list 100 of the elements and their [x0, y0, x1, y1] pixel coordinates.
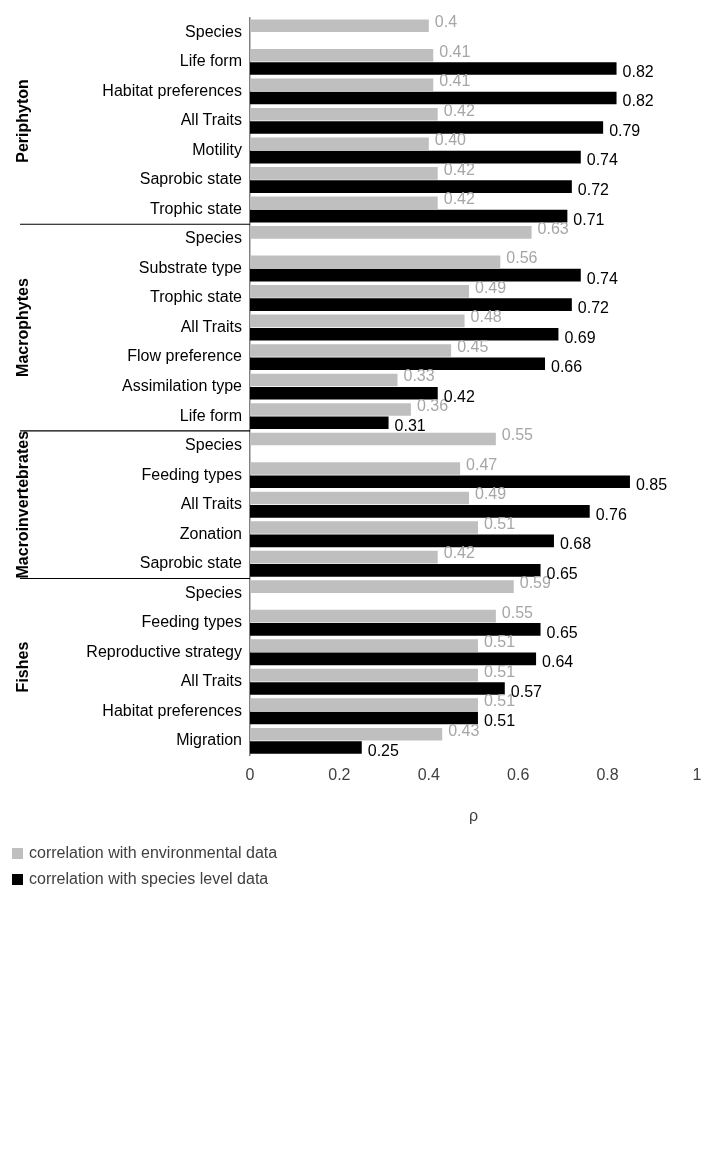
y-tick-label: Zonation — [179, 524, 242, 542]
data-label: 0.42 — [443, 101, 475, 119]
x-tick-label: 0.2 — [328, 765, 351, 783]
bar — [250, 180, 572, 193]
y-tick-label: Habitat preferences — [102, 701, 242, 719]
y-tick-label: Trophic state — [150, 288, 243, 306]
data-label: 0.56 — [506, 249, 538, 267]
y-tick-label: Assimilation type — [121, 377, 243, 395]
legend-label: correlation with environmental data — [29, 844, 278, 862]
bar — [250, 62, 617, 75]
data-label: 0.48 — [470, 308, 502, 326]
bar — [250, 462, 461, 475]
bar — [250, 91, 617, 105]
x-axis-title: ρ — [468, 806, 479, 824]
bar — [250, 167, 438, 180]
data-label: 0.69 — [564, 328, 596, 346]
bar — [250, 668, 478, 682]
data-label: 0.25 — [367, 741, 399, 759]
bar — [250, 580, 514, 593]
text: Macroinvertebrates — [14, 430, 32, 579]
data-label: 0.49 — [475, 485, 507, 503]
y-tick-label: Habitat preferences — [102, 81, 242, 99]
bar — [250, 475, 630, 489]
bar — [250, 150, 581, 164]
y-tick-label: Feeding types — [141, 613, 242, 631]
bar — [250, 711, 478, 725]
x-tick-label: 0.4 — [417, 765, 441, 783]
data-label: 0.31 — [394, 417, 426, 435]
data-label: 0.51 — [483, 633, 516, 651]
x-tick-label: 0 — [245, 765, 255, 783]
bar — [250, 432, 496, 446]
bar — [250, 534, 554, 548]
data-label: 0.68 — [559, 535, 592, 553]
data-label: 0.42 — [443, 544, 475, 562]
y-tick-label: Species — [185, 229, 242, 247]
bar — [250, 48, 434, 62]
legend-label: correlation with species level data — [29, 870, 269, 888]
y-tick-label: Feeding types — [141, 465, 242, 483]
y-tick-label: All Traits — [180, 672, 242, 690]
bar — [250, 550, 438, 564]
bar — [250, 196, 438, 210]
data-label: 0.72 — [577, 299, 610, 317]
y-tick-label: Substrate type — [138, 258, 243, 276]
data-label: 0.55 — [501, 426, 534, 444]
data-label: 0.72 — [577, 181, 610, 199]
y-tick-label: Flow preference — [127, 347, 243, 365]
bar — [250, 107, 438, 121]
data-label: 0.42 — [443, 160, 475, 178]
data-label: 0.63 — [537, 219, 569, 237]
data-label: 0.79 — [609, 121, 641, 139]
bar — [250, 698, 478, 711]
text: Periphyton — [14, 79, 32, 163]
bar — [250, 386, 438, 400]
bar — [250, 609, 496, 623]
y-tick-label: Reproductive strategy — [86, 642, 242, 660]
y-tick-label: Species — [185, 436, 242, 454]
x-tick-label: 1 — [692, 765, 702, 783]
data-label: 0.82 — [622, 92, 654, 110]
data-label: 0.55 — [501, 603, 534, 621]
y-tick-label: Life form — [179, 52, 242, 70]
bar — [250, 727, 443, 741]
data-label: 0.65 — [546, 623, 578, 641]
data-label: 0.40 — [434, 131, 467, 149]
bar — [250, 255, 501, 269]
data-label: 0.85 — [635, 476, 668, 494]
data-label: 0.71 — [573, 210, 605, 228]
data-label: 0.51 — [483, 662, 516, 680]
bar — [250, 373, 398, 387]
bar — [250, 314, 465, 328]
data-label: 0.47 — [466, 455, 498, 473]
text: Fishes — [14, 641, 32, 693]
data-label: 0.49 — [475, 278, 507, 296]
data-label: 0.41 — [439, 42, 471, 60]
bar — [250, 623, 541, 636]
x-tick-label: 0.8 — [596, 765, 619, 783]
bar — [250, 357, 546, 371]
data-label: 0.4 — [434, 13, 458, 31]
data-label: 0.43 — [448, 721, 480, 739]
bar — [250, 344, 452, 357]
bar — [250, 741, 362, 754]
data-label: 0.74 — [586, 151, 619, 169]
y-tick-label: Saprobic state — [139, 170, 243, 188]
text: Macrophytes — [14, 278, 32, 377]
bar — [250, 285, 470, 298]
bar — [250, 268, 581, 282]
bar — [250, 491, 470, 505]
y-tick-label: Species — [185, 22, 242, 40]
y-tick-label: Species — [185, 583, 242, 601]
bar — [250, 505, 590, 518]
bar — [250, 209, 568, 223]
bar — [250, 137, 429, 151]
y-tick-label: Life form — [179, 406, 242, 424]
data-label: 0.66 — [551, 358, 583, 376]
y-tick-label: All Traits — [180, 317, 242, 335]
data-label: 0.45 — [457, 337, 489, 355]
data-label: 0.41 — [439, 72, 471, 90]
y-tick-label: Trophic state — [150, 199, 243, 217]
y-tick-label: All Traits — [180, 495, 242, 513]
bar — [250, 226, 532, 239]
bar — [250, 416, 389, 430]
